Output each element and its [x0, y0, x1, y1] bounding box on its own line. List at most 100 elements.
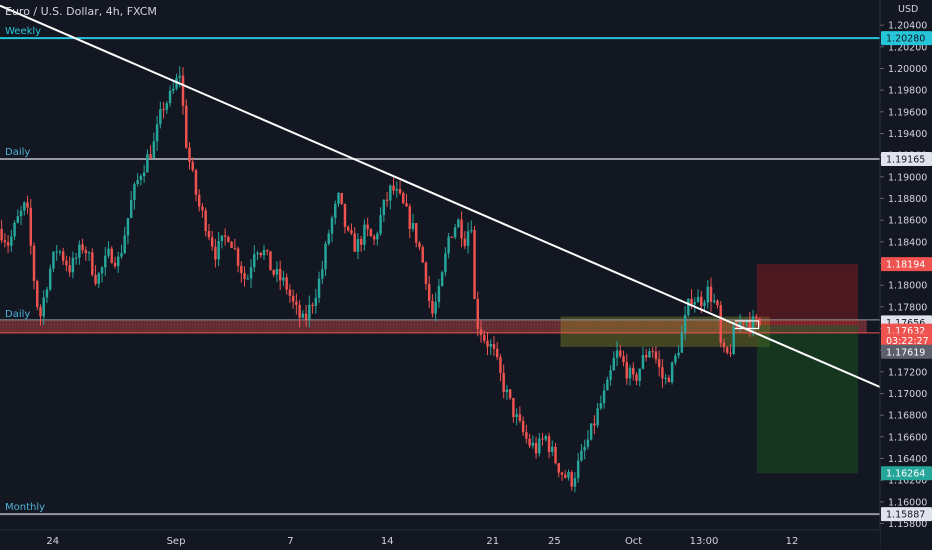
candle-body[interactable] [479, 329, 483, 335]
candle-body[interactable] [191, 162, 194, 171]
candle-body[interactable] [538, 438, 541, 454]
candle-body[interactable] [123, 235, 126, 254]
candle-body[interactable] [87, 252, 91, 254]
candle-body[interactable] [23, 202, 26, 211]
candle-body[interactable] [78, 244, 81, 258]
candle-body[interactable] [55, 251, 58, 253]
candle-body[interactable] [343, 203, 347, 227]
candle-body[interactable] [725, 347, 729, 353]
candle-body[interactable] [606, 379, 609, 391]
candle-body[interactable] [453, 227, 457, 238]
candle-body[interactable] [564, 474, 567, 478]
candle-body[interactable] [709, 286, 713, 302]
candle-body[interactable] [508, 389, 512, 398]
candle-body[interactable] [68, 265, 71, 273]
candle-body[interactable] [644, 355, 648, 358]
candle-body[interactable] [719, 305, 722, 343]
candle-body[interactable] [392, 185, 395, 191]
candle-body[interactable] [424, 262, 428, 284]
candle-body[interactable] [525, 432, 528, 439]
candle-body[interactable] [554, 446, 557, 464]
candle-body[interactable] [350, 230, 353, 234]
candle-body[interactable] [570, 472, 573, 487]
candle-body[interactable] [628, 367, 632, 379]
candle-body[interactable] [42, 297, 45, 317]
candle-body[interactable] [586, 439, 590, 447]
candle-body[interactable] [437, 285, 441, 302]
candle-body[interactable] [308, 304, 311, 320]
candle-body[interactable] [735, 326, 739, 328]
candle-body[interactable] [162, 109, 165, 111]
candle-body[interactable] [742, 322, 745, 324]
candle-body[interactable] [301, 313, 305, 318]
candle-body[interactable] [363, 224, 366, 245]
candle-body[interactable] [683, 315, 687, 333]
candle-body[interactable] [52, 251, 55, 269]
candle-body[interactable] [440, 272, 444, 286]
candle-body[interactable] [236, 248, 240, 266]
candle-body[interactable] [133, 184, 136, 201]
candle-body[interactable] [447, 236, 450, 254]
candle-body[interactable] [272, 270, 275, 275]
candle-body[interactable] [657, 359, 661, 368]
candle-body[interactable] [116, 256, 120, 267]
candle-body[interactable] [466, 231, 470, 246]
candle-body[interactable] [185, 105, 188, 148]
candle-body[interactable] [291, 295, 295, 302]
candle-body[interactable] [210, 237, 214, 247]
candle-body[interactable] [61, 251, 65, 261]
candle-body[interactable] [256, 252, 259, 255]
candle-body[interactable] [738, 322, 742, 328]
candle-body[interactable] [641, 355, 645, 369]
candle-body[interactable] [615, 350, 619, 358]
candle-body[interactable] [359, 239, 363, 245]
candle-body[interactable] [622, 356, 625, 363]
candle-body[interactable] [146, 154, 149, 173]
candle-body[interactable] [593, 423, 596, 426]
candle-body[interactable] [567, 472, 570, 478]
candle-body[interactable] [499, 357, 502, 373]
candle-body[interactable] [249, 267, 253, 279]
candle-body[interactable] [334, 203, 337, 218]
candle-body[interactable] [107, 248, 110, 256]
candle-body[interactable] [214, 246, 217, 260]
candle-body[interactable] [295, 301, 298, 305]
candle-body[interactable] [385, 199, 389, 201]
time-axis[interactable]: 24 Sep 7 14 21 25 Oct 13:00 12 [0, 529, 880, 550]
candle-body[interactable] [253, 254, 256, 268]
candle-body[interactable] [716, 300, 719, 306]
candle-body[interactable] [240, 265, 243, 274]
candle-body[interactable] [664, 377, 667, 379]
candle-body[interactable] [505, 389, 509, 392]
candle-body[interactable] [680, 332, 684, 353]
candle-body[interactable] [632, 367, 635, 375]
candle-body[interactable] [382, 199, 386, 216]
candle-body[interactable] [181, 75, 185, 106]
candle-body[interactable] [97, 273, 101, 284]
candle-body[interactable] [178, 75, 182, 78]
candle-body[interactable] [706, 286, 709, 303]
candle-body[interactable] [408, 206, 411, 229]
candle-body[interactable] [0, 228, 3, 241]
candle-body[interactable] [13, 222, 16, 237]
candle-body[interactable] [460, 219, 463, 239]
candle-body[interactable] [599, 403, 603, 409]
candle-body[interactable] [528, 438, 531, 446]
candle-body[interactable] [457, 219, 460, 228]
candle-body[interactable] [703, 302, 706, 307]
candle-body[interactable] [278, 268, 282, 281]
candle-body[interactable] [243, 273, 246, 280]
candle-body[interactable] [398, 188, 402, 194]
candle-body[interactable] [188, 147, 191, 163]
candle-body[interactable] [337, 192, 340, 204]
candle-body[interactable] [638, 368, 641, 381]
candle-body[interactable] [74, 257, 78, 259]
candle-body[interactable] [356, 239, 360, 252]
candle-body[interactable] [142, 172, 146, 177]
candle-body[interactable] [139, 176, 143, 180]
candle-body[interactable] [149, 154, 152, 159]
candle-body[interactable] [677, 352, 680, 356]
candle-body[interactable] [473, 230, 476, 299]
candle-body[interactable] [81, 244, 84, 251]
